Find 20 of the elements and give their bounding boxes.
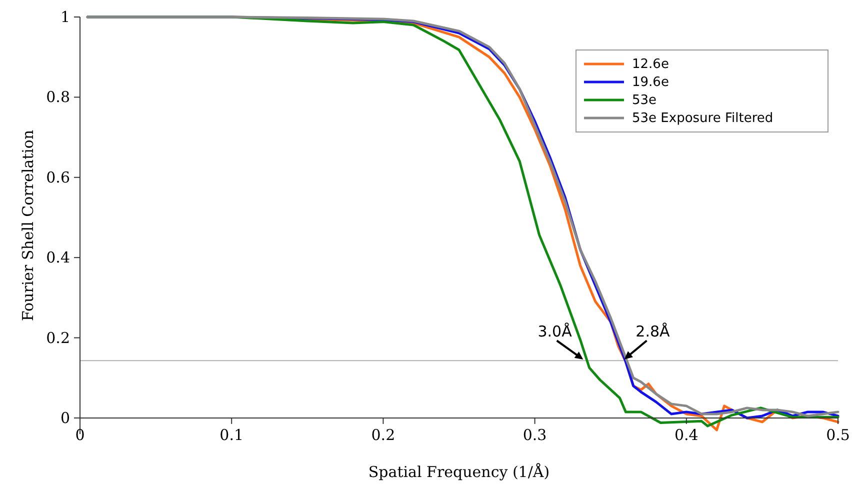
x-tick-label: 0.1	[220, 426, 244, 444]
legend-label: 53e Exposure Filtered	[632, 111, 774, 126]
y-tick-label: 0.2	[46, 328, 70, 347]
x-tick-label: 0.4	[674, 426, 698, 444]
y-axis-title: Fourier Shell Correlation	[19, 130, 37, 322]
y-tick-label: 0	[60, 408, 70, 427]
annotation: 2.8Å	[636, 322, 671, 341]
y-tick-label: 0.6	[46, 168, 70, 186]
x-tick-label: 0	[75, 426, 85, 444]
y-tick-label: 0.8	[46, 88, 70, 106]
x-axis-title: Spatial Frequency (1/Å)	[368, 463, 550, 481]
annotation: 3.0Å	[538, 322, 573, 341]
y-tick-label: 1	[60, 8, 70, 26]
x-tick-label: 0.2	[371, 426, 396, 444]
x-tick-label: 0.5	[826, 426, 850, 444]
legend-label: 19.6e	[632, 75, 669, 90]
y-tick-label: 0.4	[46, 248, 70, 267]
legend-label: 12.6e	[632, 57, 669, 72]
legend-label: 53e	[632, 93, 657, 108]
x-tick-label: 0.3	[522, 426, 547, 444]
